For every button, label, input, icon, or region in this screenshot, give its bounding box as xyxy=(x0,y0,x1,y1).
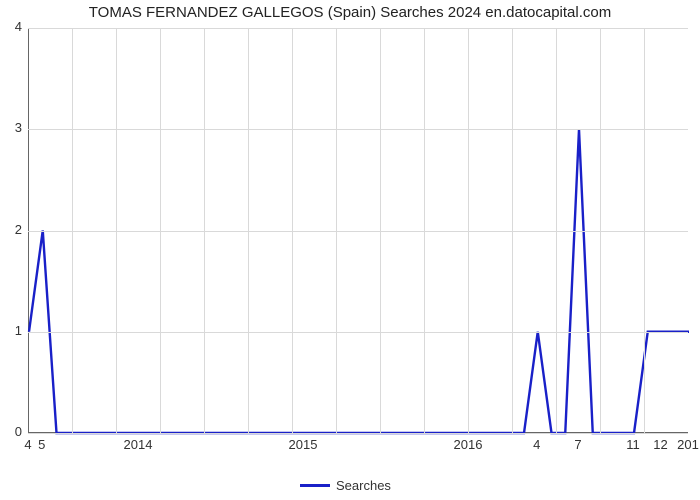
series-searches xyxy=(29,129,689,433)
line-chart: TOMAS FERNANDEZ GALLEGOS (Spain) Searche… xyxy=(0,0,700,500)
x-gridline xyxy=(336,28,337,433)
y-gridline xyxy=(28,28,688,29)
x-gridline xyxy=(512,28,513,433)
x-gridline xyxy=(160,28,161,433)
y-tick-label: 1 xyxy=(15,323,22,338)
y-tick-label: 3 xyxy=(15,120,22,135)
x-gridline xyxy=(204,28,205,433)
x-gridline xyxy=(424,28,425,433)
x-gridline xyxy=(72,28,73,433)
x-tick-label: 2016 xyxy=(454,437,483,452)
x-tick-label: 12 xyxy=(653,437,667,452)
x-tick-label: 4 xyxy=(533,437,540,452)
x-gridline xyxy=(292,28,293,433)
y-tick-label: 2 xyxy=(15,222,22,237)
y-gridline xyxy=(28,332,688,333)
x-gridline xyxy=(248,28,249,433)
x-tick-label: 2014 xyxy=(124,437,153,452)
y-gridline xyxy=(28,231,688,232)
x-tick-label: 4 xyxy=(24,437,31,452)
legend-label: Searches xyxy=(336,478,391,493)
legend-swatch xyxy=(300,484,330,487)
chart-title: TOMAS FERNANDEZ GALLEGOS (Spain) Searche… xyxy=(0,4,700,21)
legend: Searches xyxy=(300,478,391,493)
y-gridline xyxy=(28,129,688,130)
x-tick-label: 11 xyxy=(626,437,640,452)
x-tick-label: 7 xyxy=(574,437,581,452)
y-gridline xyxy=(28,433,688,434)
y-tick-label: 4 xyxy=(15,19,22,34)
x-gridline xyxy=(556,28,557,433)
x-gridline xyxy=(380,28,381,433)
x-tick-label: 2015 xyxy=(289,437,318,452)
x-gridline xyxy=(468,28,469,433)
x-gridline xyxy=(600,28,601,433)
x-tick-label: 5 xyxy=(38,437,45,452)
x-gridline xyxy=(116,28,117,433)
x-tick-label: 201 xyxy=(677,437,699,452)
x-gridline xyxy=(644,28,645,433)
y-tick-label: 0 xyxy=(15,424,22,439)
